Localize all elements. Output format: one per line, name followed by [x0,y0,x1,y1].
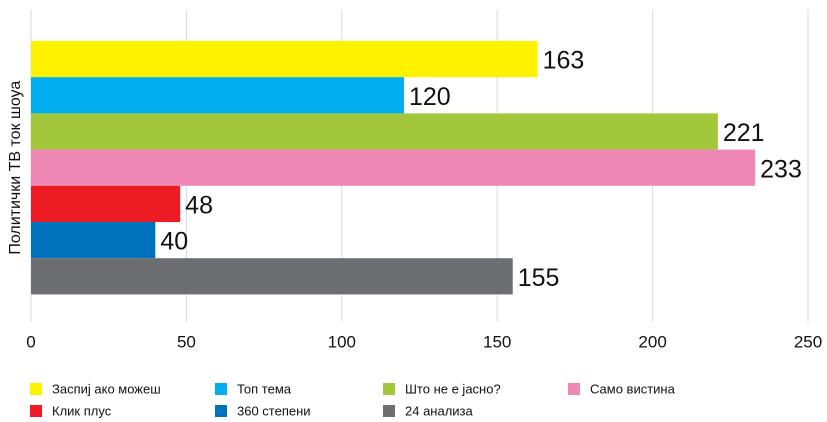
value-label: 155 [518,264,560,292]
x-tick-label: 250 [794,332,822,351]
x-tick-label: 50 [177,332,196,351]
value-label: 163 [543,47,585,75]
bar [31,113,718,150]
legend-swatch [30,405,42,417]
value-label: 233 [760,155,802,183]
bar [31,149,756,186]
legend-label: Само вистина [590,381,676,396]
legend-swatch [568,383,580,395]
legend-label: 24 анализа [405,403,474,418]
category-label: Политички ТВ ток шоуа [7,81,24,255]
legend-label: Што не е јасно? [405,381,501,396]
legend-label: Клик плус [52,403,112,418]
value-label: 40 [160,228,188,256]
bar [31,222,156,259]
value-label: 221 [723,119,765,147]
legend-swatch [30,383,42,395]
bar [31,41,538,78]
bar [31,185,181,222]
bar [31,77,404,114]
legend-label: 360 степени [237,403,311,418]
x-tick-label: 0 [26,332,35,351]
x-tick-label: 200 [638,332,666,351]
bar [31,258,513,295]
x-tick-label: 100 [328,332,356,351]
value-label: 120 [409,83,451,111]
legend-swatch [383,405,395,417]
legend-swatch [383,383,395,395]
legend-swatch [215,383,227,395]
legend-label: Топ тема [237,381,292,396]
legend-swatch [215,405,227,417]
legend-label: Заспиј ако можеш [52,381,161,396]
x-tick-label: 150 [483,332,511,351]
value-label: 48 [185,192,213,220]
